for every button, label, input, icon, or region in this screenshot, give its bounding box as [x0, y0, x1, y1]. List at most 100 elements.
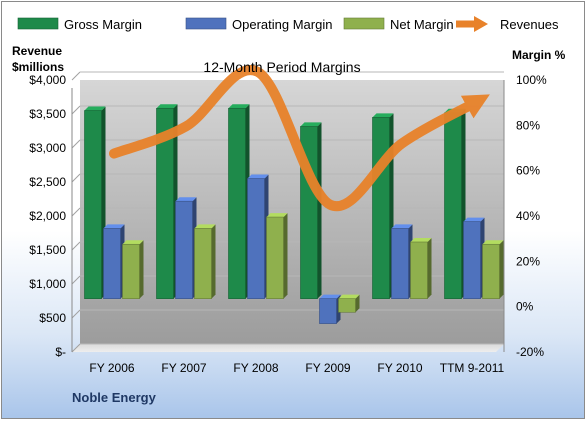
revenue-line-group: [109, 65, 490, 212]
gridline-depth: [71, 343, 81, 353]
bar-top: [463, 217, 485, 222]
chart-title: 12-Month Period Margins: [203, 59, 360, 75]
bar-net-margin: [122, 240, 144, 299]
bar-operating-margin: [175, 197, 197, 299]
bar-top: [482, 240, 504, 245]
bar-top: [247, 174, 269, 179]
left-axis-title-line2: $millions: [12, 60, 64, 74]
bar-front: [84, 110, 102, 299]
legend-swatch-arrow: [474, 16, 488, 32]
bar-top: [194, 224, 216, 229]
bar-front: [391, 228, 409, 299]
bar-top: [156, 104, 178, 109]
bar-net-margin: [266, 213, 288, 299]
right-tick-label: 20%: [516, 254, 540, 268]
left-tick-label: $3,500: [29, 107, 66, 121]
bar-front: [410, 241, 428, 299]
bar-top: [228, 104, 250, 109]
bar-gross-margin: [84, 106, 106, 299]
plot-floor: [72, 344, 504, 352]
bar-top: [175, 197, 197, 202]
bar-side: [283, 213, 288, 299]
bar-top: [410, 238, 432, 242]
bar-top: [103, 224, 125, 229]
right-tick-label: -20%: [516, 345, 544, 359]
right-tick-label: 0%: [516, 300, 534, 314]
legend-item-gross-margin: Gross Margin: [17, 17, 142, 32]
bar-top: [122, 240, 144, 245]
bar-front: [463, 221, 481, 299]
left-tick-label: $2,000: [29, 209, 66, 223]
bar-top: [319, 294, 341, 299]
x-tick-label: FY 2006: [89, 361, 134, 375]
bar-front: [482, 243, 500, 299]
legend-item-operating-margin: Operating Margin: [185, 17, 332, 32]
x-tick-label: FY 2009: [305, 361, 350, 375]
x-tick-label: FY 2007: [161, 361, 206, 375]
bar-front: [372, 117, 390, 299]
bar-top: [266, 213, 288, 218]
bar-side: [355, 294, 360, 313]
bar-front: [319, 298, 337, 324]
legend-label: Gross Margin: [64, 17, 142, 32]
gridline-depth: [71, 139, 81, 149]
bar-net-margin: [410, 238, 432, 299]
bar-operating-margin: [319, 294, 341, 324]
bar-top: [84, 106, 106, 111]
legend-label: Net Margin: [390, 17, 454, 32]
left-tick-label: $1,500: [29, 243, 66, 257]
bar-operating-margin: [463, 217, 485, 299]
bar-side: [139, 240, 144, 299]
bar-front: [247, 178, 265, 299]
bars-group: [84, 104, 504, 324]
bar-front: [266, 216, 284, 299]
x-tick-label: TTM 9-2011: [440, 361, 505, 375]
bar-side: [427, 238, 432, 299]
gridline-depth: [71, 207, 81, 217]
legend: Gross Margin Operating Margin Net Margin Re…: [17, 16, 559, 32]
bar-side: [317, 122, 322, 299]
left-tick-label: $-: [55, 345, 66, 359]
bar-operating-margin: [247, 174, 269, 299]
bar-front: [194, 228, 212, 299]
legend-label: Operating Margin: [232, 17, 332, 32]
x-tick-label: FY 2010: [377, 361, 422, 375]
legend-swatch: [185, 17, 227, 30]
bar-front: [228, 107, 246, 299]
legend-item-revenues: Revenues: [456, 16, 559, 32]
bar-front: [122, 243, 140, 299]
bar-side: [211, 224, 216, 299]
right-tick-label: 80%: [516, 118, 540, 132]
legend-swatch: [17, 17, 59, 30]
legend-label: Revenues: [500, 17, 559, 32]
legend-item-net-margin: Net Margin: [343, 17, 454, 32]
bar-front: [175, 200, 193, 299]
x-axis-ticks: FY 2006 FY 2007 FY 2008 FY 2009 FY 2010 TTM 9…: [89, 361, 504, 375]
bar-gross-margin: [300, 122, 322, 299]
gridline-depth: [71, 105, 81, 115]
right-tick-label: 100%: [516, 73, 547, 87]
bar-side: [499, 240, 504, 299]
bar-gross-margin: [444, 108, 466, 299]
bar-top: [391, 224, 413, 229]
bar-net-margin: [482, 240, 504, 299]
bar-top: [338, 294, 360, 299]
right-axis-title: Margin %: [512, 48, 566, 62]
bar-operating-margin: [103, 224, 125, 299]
legend-swatch: [343, 17, 385, 30]
bar-net-margin: [194, 224, 216, 299]
bar-net-margin: [338, 294, 360, 313]
revenue-line: [109, 65, 490, 212]
left-tick-label: $3,000: [29, 141, 66, 155]
right-tick-label: 60%: [516, 164, 540, 178]
bar-front: [444, 112, 462, 299]
gridline-depth: [71, 173, 81, 183]
bar-top: [300, 122, 322, 127]
gridline-depth: [71, 71, 81, 81]
x-tick-label: FY 2008: [233, 361, 278, 375]
bar-front: [338, 298, 356, 313]
bar-front: [156, 107, 174, 299]
left-tick-label: $500: [39, 311, 66, 325]
left-axis-ticks: $- $500 $1,000 $1,500 $2,000 $2,500 $3,000 $3,5…: [29, 73, 66, 359]
